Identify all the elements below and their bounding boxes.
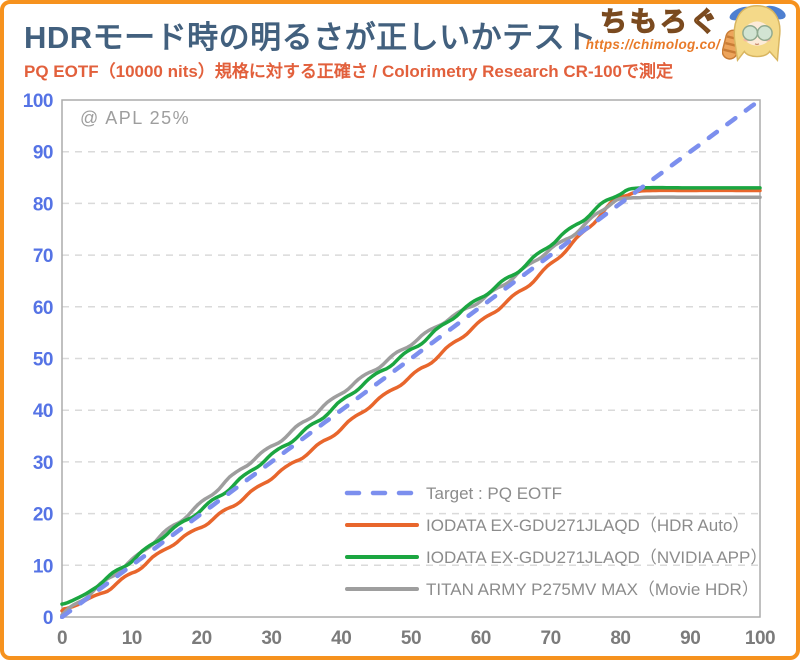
x-tick-label: 60 xyxy=(471,628,491,649)
plot-border xyxy=(61,99,761,618)
y-tick-label: 70 xyxy=(33,246,53,267)
site-logo: ちもろぐ https://chimolog.co/ xyxy=(586,2,792,64)
site-logo-url: https://chimolog.co/ xyxy=(585,37,720,53)
mascot-icon xyxy=(722,5,786,63)
y-tick-label: 90 xyxy=(33,143,53,164)
x-tick-label: 90 xyxy=(680,628,700,649)
series-line-2 xyxy=(60,185,762,606)
page-subtitle: PQ EOTF（10000 nits）規格に対する正確さ / Colorimet… xyxy=(24,62,673,81)
x-tick-label: 40 xyxy=(331,628,351,649)
x-tick-label: 70 xyxy=(541,628,561,649)
y-tick-label: 80 xyxy=(33,194,53,215)
legend-label-3: TITAN ARMY P275MV MAX（Movie HDR） xyxy=(426,580,759,599)
site-logo-name: ちもろぐ xyxy=(599,7,720,37)
y-tick-label: 30 xyxy=(33,453,53,474)
x-tick-label: 100 xyxy=(745,628,775,649)
x-tick-label: 80 xyxy=(610,628,630,649)
x-tick-label: 20 xyxy=(192,628,212,649)
y-tick-label: 20 xyxy=(33,505,53,526)
legend-label-0: Target : PQ EOTF xyxy=(426,484,562,503)
series-line-0 xyxy=(60,98,762,619)
series-line-1 xyxy=(60,188,762,613)
legend-label-1: IODATA EX-GDU271JLAQD（HDR Auto） xyxy=(426,516,749,535)
site-logo-texts: ちもろぐ https://chimolog.co/ xyxy=(585,7,720,53)
x-tick-label: 10 xyxy=(122,628,142,649)
x-tick-label: 50 xyxy=(401,628,421,649)
x-tick-label: 30 xyxy=(261,628,281,649)
y-tick-label: 10 xyxy=(33,556,53,577)
y-tick-label: 50 xyxy=(33,350,53,371)
legend-label-2: IODATA EX-GDU271JLAQD（NVIDIA APP） xyxy=(426,548,767,567)
x-tick-label: 0 xyxy=(57,628,67,649)
page-title: HDRモード時の明るさが正しいかテスト xyxy=(24,20,597,55)
y-tick-label: 60 xyxy=(33,298,53,319)
y-tick-label: 100 xyxy=(23,91,53,112)
apl-annotation: @ APL 25% xyxy=(80,108,190,128)
y-tick-label: 40 xyxy=(33,401,53,422)
y-tick-label: 0 xyxy=(43,608,53,629)
